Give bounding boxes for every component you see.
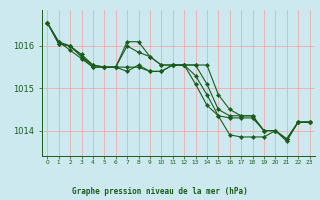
Text: Graphe pression niveau de la mer (hPa): Graphe pression niveau de la mer (hPa) <box>72 187 248 196</box>
